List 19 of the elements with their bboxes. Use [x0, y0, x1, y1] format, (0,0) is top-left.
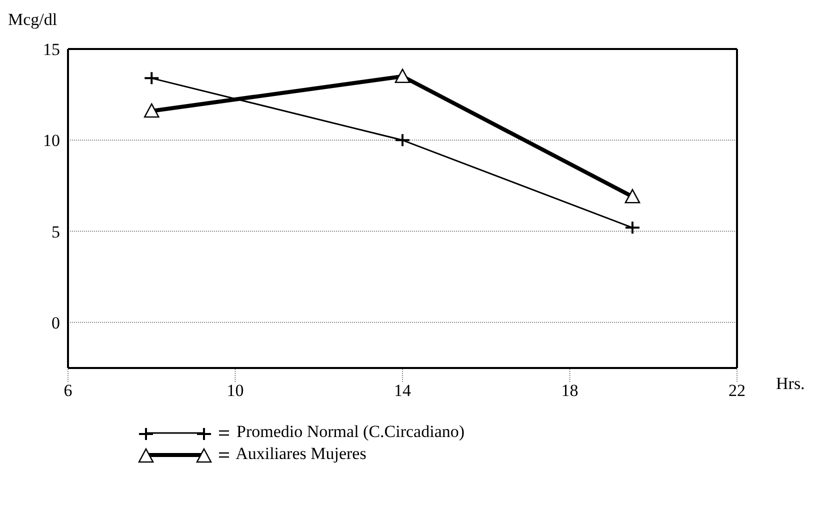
x-tick-label: 22: [728, 381, 746, 400]
y-tick-label: 15: [43, 40, 60, 60]
y-axis-title: Mcg/dl: [8, 10, 58, 30]
y-tick-label: 0: [52, 313, 60, 332]
legend-label: Auxiliares Mujeres: [236, 444, 366, 463]
point: [394, 133, 410, 148]
y-tick-label: 5: [52, 222, 60, 242]
point: [624, 220, 640, 235]
x-tick-label: 14: [394, 381, 412, 400]
point: [624, 189, 640, 204]
legend-label: Promedio Normal (C.Circadiano): [236, 422, 465, 441]
x-axis-title: Hrs.: [776, 374, 805, 394]
x-tick-label: 18: [561, 381, 578, 400]
x-tick-label: 10: [226, 381, 244, 400]
point: [144, 103, 160, 118]
x-tick-label: 6: [64, 381, 72, 400]
point: [394, 68, 410, 83]
point: [144, 71, 160, 86]
y-tick-label: 10: [43, 131, 60, 150]
